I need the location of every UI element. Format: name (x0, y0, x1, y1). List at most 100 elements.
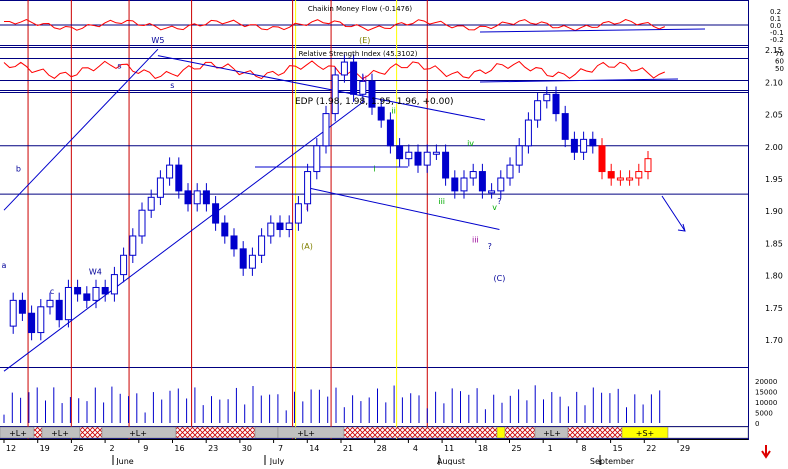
down-arrow-icon[interactable] (761, 445, 771, 459)
month-label: August (437, 457, 465, 465)
candle-body (276, 222, 284, 231)
x-tick-label: 22 (646, 444, 656, 453)
x-tick-label: 16 (174, 444, 184, 453)
candle-body (442, 151, 450, 179)
candle-body (607, 171, 615, 179)
signal-label: +L+ (297, 429, 315, 438)
x-tick-label: 7 (278, 444, 283, 453)
signal-label: +S+ (636, 429, 654, 438)
signal-segment (79, 426, 103, 439)
candle-body (83, 293, 91, 301)
candle-body (166, 164, 174, 179)
candle-body (331, 74, 339, 115)
wave-label: ? (497, 197, 501, 206)
candle-body (570, 138, 578, 153)
signal-segment (343, 426, 498, 439)
signal-segment (504, 426, 536, 439)
wave-label: ? (488, 242, 492, 251)
wave-label: W4 (89, 268, 102, 277)
candle-body (350, 61, 358, 95)
wave-label: iii (438, 197, 445, 206)
candle-body (64, 286, 72, 321)
candle-body (626, 177, 634, 181)
candle-body (267, 222, 275, 237)
candle-body (386, 119, 394, 147)
candle-body (460, 177, 468, 192)
price-tick-label: 2.05 (765, 111, 783, 120)
price-title: EDP (1.98, 1.98, 1.95, 1.96, +0.00) (295, 97, 454, 107)
candle-body (120, 254, 128, 276)
wave-label: (E) (359, 36, 370, 45)
upper-channel-line (3, 48, 159, 211)
signal-segment (567, 426, 623, 439)
candle-body (230, 235, 238, 250)
candle-body (478, 171, 486, 192)
candle-body (138, 209, 146, 237)
candle-body (175, 164, 183, 192)
signal-label: +L+ (543, 429, 561, 438)
rsi-tick-label: 60 (775, 58, 784, 66)
candle-body (635, 171, 643, 179)
lower-channel-line (3, 100, 366, 372)
price-tick-label: 1.75 (765, 304, 783, 313)
candle-body (405, 151, 413, 160)
cmf-tick-label: 0.0 (770, 22, 781, 30)
x-tick-label: 15 (613, 444, 623, 453)
candle-body (239, 248, 247, 269)
candle-body (46, 299, 54, 308)
candle-body (580, 138, 588, 153)
rsi-tick-label: 70 (775, 50, 784, 58)
support-line (306, 187, 500, 231)
x-tick-label: 23 (208, 444, 218, 453)
candle-body (515, 145, 523, 166)
candle-body (616, 177, 624, 181)
x-tick-label: 14 (309, 444, 319, 453)
candle-body (423, 151, 431, 166)
volume-tick-label: 10000 (755, 399, 777, 407)
candle-body (221, 222, 229, 237)
candle-body (258, 235, 266, 256)
candle-body (451, 177, 459, 192)
candle-body (396, 145, 404, 160)
x-tick-label: 8 (581, 444, 586, 453)
candle-body (552, 93, 560, 115)
resistance-line (157, 55, 486, 121)
candle-body (74, 286, 82, 295)
wave-label: iii (472, 235, 479, 244)
signal-segment (33, 426, 43, 439)
candle-body (534, 100, 542, 121)
wave-label: a (2, 261, 7, 270)
x-tick-label: 18 (478, 444, 488, 453)
signal-segment (667, 426, 749, 439)
candle-body (92, 286, 100, 301)
candle-body (129, 235, 137, 256)
rsi-line (3, 60, 665, 80)
x-tick-label: 30 (242, 444, 252, 453)
rsi-title: Relative Strength Index (45.3102) (299, 50, 418, 58)
cmf-tick-label: -0.1 (770, 29, 784, 37)
candle-body (497, 177, 505, 192)
candle-body (147, 196, 155, 211)
candle-body (644, 158, 652, 173)
candle-body (524, 119, 532, 147)
candle-body (506, 164, 514, 179)
signal-label: +L+ (129, 429, 147, 438)
candle-body (322, 113, 330, 147)
forecast-arrow (661, 195, 686, 232)
x-tick-label: 12 (6, 444, 16, 453)
x-tick-label: 4 (413, 444, 418, 453)
candle-body (432, 151, 440, 155)
price-tick-label: 2.00 (765, 143, 783, 152)
wave-label: W5 (151, 36, 164, 45)
wave-label: v (492, 203, 497, 212)
rsi-tick-label: 50 (775, 65, 784, 73)
price-tick-label: 1.85 (765, 239, 783, 248)
signal-segment (496, 426, 506, 439)
candle-body (156, 177, 164, 198)
cmf-line (3, 19, 665, 32)
x-tick-label: 25 (511, 444, 521, 453)
candle-body (55, 299, 63, 321)
wave-label: c (50, 287, 54, 296)
price-tick-label: 1.90 (765, 207, 783, 216)
wave-label: ii (391, 107, 395, 116)
